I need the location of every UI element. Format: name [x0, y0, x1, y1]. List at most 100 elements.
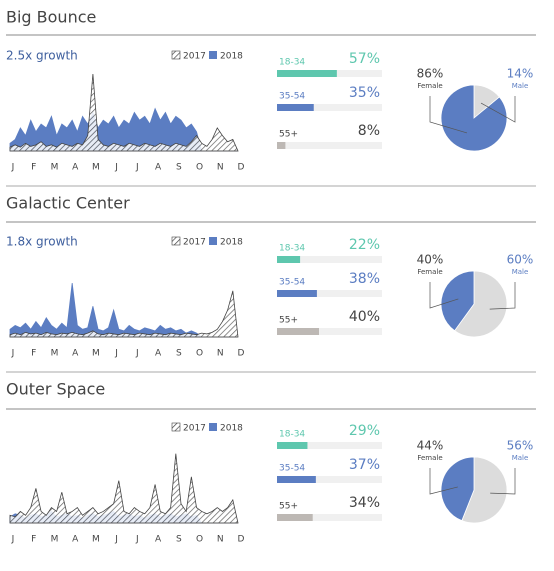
pie-label: Male [512, 82, 529, 90]
pie-slice [440, 84, 508, 152]
pie-value: 14% [507, 67, 534, 81]
x-tick-label: N [217, 163, 224, 173]
x-tick-label: D [238, 163, 245, 173]
leader-line [429, 282, 459, 309]
subtitle: 1.8x growth [6, 235, 78, 249]
pie-label: Male [512, 454, 529, 462]
leader-line [480, 96, 516, 123]
x-tick-label: M [51, 349, 59, 359]
x-tick-label: N [217, 349, 224, 359]
legend-label: 2018 [220, 238, 243, 248]
value-label: 40% [349, 309, 380, 325]
pie-slice [461, 456, 508, 524]
value-label: 35% [349, 85, 380, 101]
x-tick-label: A [72, 163, 79, 173]
x-tick-label: M [92, 349, 100, 359]
bar-track [277, 142, 382, 149]
bar-label: 35-54 [279, 278, 305, 288]
bar [277, 442, 308, 449]
x-tick-label: J [135, 349, 139, 359]
x-tick-label: A [155, 163, 162, 173]
pie-value: 86% [417, 67, 444, 81]
pie-label: Female [417, 454, 442, 462]
legend-swatch [171, 50, 181, 60]
bar-track [277, 514, 382, 521]
bar-label: 18-34 [279, 58, 305, 68]
value-label: 29% [349, 423, 380, 439]
pie-value: 60% [507, 253, 534, 267]
legend-label: 2018 [220, 52, 243, 62]
legend-label: 2017 [183, 424, 206, 434]
x-tick-label: A [72, 535, 79, 545]
pie-value: 56% [507, 439, 534, 453]
bar-label: 18-34 [279, 244, 305, 254]
pie-value: 44% [417, 439, 444, 453]
bar-label: 55+ [279, 130, 298, 140]
pie-slice [440, 270, 475, 332]
bar-track [277, 290, 382, 297]
section-title: Outer Space [6, 380, 105, 399]
x-tick-label: A [155, 349, 162, 359]
x-tick-label: D [238, 535, 245, 545]
pie-slice [440, 456, 475, 522]
x-tick-label: F [31, 535, 36, 545]
subtitle: 2.5x growth [6, 49, 78, 63]
pie-label: Female [417, 82, 442, 90]
bar-label: 55+ [279, 502, 298, 512]
x-tick-label: D [238, 349, 245, 359]
bar [277, 256, 301, 263]
x-tick-label: J [135, 163, 139, 173]
x-tick-label: O [196, 535, 203, 545]
x-tick-label: F [31, 349, 36, 359]
legend-swatch [209, 237, 217, 245]
pie-label: Male [512, 268, 529, 276]
leader-line [429, 96, 468, 134]
section-title: Big Bounce [6, 8, 96, 27]
x-tick-label: M [92, 163, 100, 173]
legend-label: 2017 [183, 238, 206, 248]
x-tick-label: J [11, 163, 15, 173]
x-tick-label: O [196, 349, 203, 359]
value-label: 38% [349, 271, 380, 287]
x-tick-label: M [92, 535, 100, 545]
x-tick-label: O [196, 163, 203, 173]
pie-slice [454, 270, 508, 338]
x-tick-label: S [176, 535, 182, 545]
leader-line [490, 468, 516, 495]
legend-swatch [171, 236, 181, 246]
x-tick-label: S [176, 349, 182, 359]
bar-track [277, 256, 382, 263]
x-tick-label: J [114, 163, 118, 173]
value-label: 34% [349, 495, 380, 511]
pie-label: Female [417, 268, 442, 276]
bar [277, 290, 317, 297]
area [9, 73, 239, 152]
bar-track [277, 442, 382, 449]
bar [277, 328, 319, 335]
legend-swatch [171, 422, 181, 432]
x-tick-label: S [176, 163, 182, 173]
x-tick-label: M [51, 163, 59, 173]
pie-value: 40% [417, 253, 444, 267]
x-tick-label: A [155, 535, 162, 545]
x-tick-label: J [11, 349, 15, 359]
value-label: 57% [349, 51, 380, 67]
section-title: Galactic Center [6, 194, 130, 213]
bar-track [277, 476, 382, 483]
bar-track [277, 104, 382, 111]
area [9, 290, 239, 338]
bar-track [277, 328, 382, 335]
legend-label: 2018 [220, 424, 243, 434]
value-label: 22% [349, 237, 380, 253]
x-tick-label: J [114, 349, 118, 359]
value-label: 37% [349, 457, 380, 473]
x-tick-label: J [114, 535, 118, 545]
bar [277, 476, 316, 483]
x-tick-label: A [72, 349, 79, 359]
leader-line [429, 468, 458, 495]
value-label: 8% [358, 123, 380, 139]
x-tick-label: N [217, 535, 224, 545]
x-tick-label: J [135, 535, 139, 545]
leader-line [489, 282, 516, 310]
